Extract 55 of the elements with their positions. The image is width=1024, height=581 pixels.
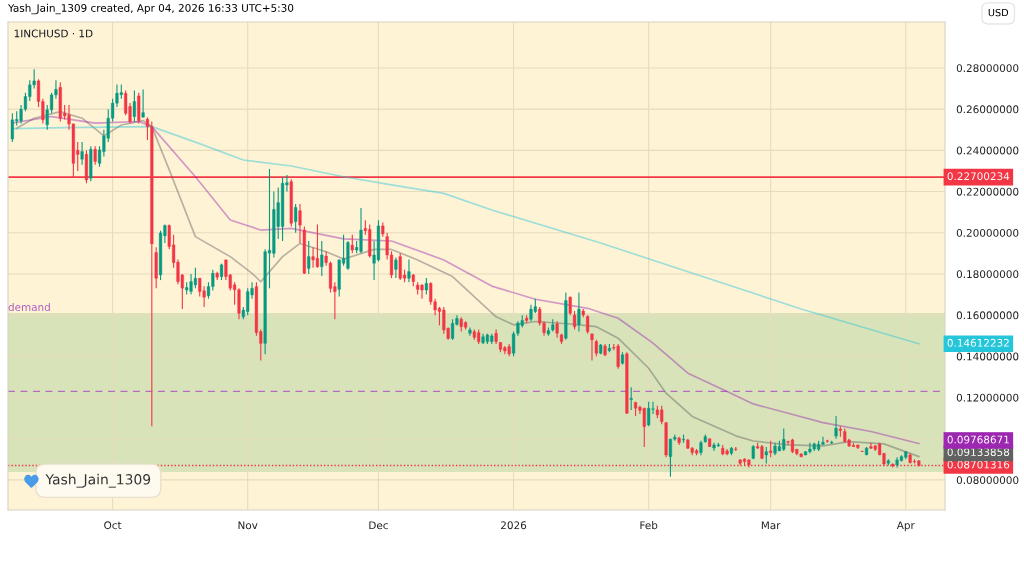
candlestick <box>616 343 620 370</box>
candlestick <box>189 273 193 296</box>
candlestick <box>307 240 311 275</box>
ref-line-label: 0.22700234 <box>947 172 1010 181</box>
candlestick <box>450 318 455 341</box>
x-tick-label: Dec <box>369 521 388 530</box>
y-tick-label: 0.22000000 <box>956 187 1019 196</box>
candlestick <box>642 407 646 448</box>
candlestick <box>407 258 411 283</box>
y-tick-label: 0.26000000 <box>956 105 1019 114</box>
annotation: 0.09768671 <box>947 435 1009 444</box>
candlestick <box>420 283 424 300</box>
x-tick-label: 2026 <box>501 521 527 530</box>
y-tick-label: 0.20000000 <box>956 228 1019 237</box>
candlestick <box>311 246 315 269</box>
x-tick-label: Apr <box>896 521 915 532</box>
candlestick <box>577 291 581 333</box>
text: 1INCHUSD · 1D <box>14 29 93 38</box>
annotation: Yash_Jain_1309 <box>45 473 151 488</box>
annotation: 0.14612232 <box>947 338 1009 347</box>
y-tick-label: 0.08000000 <box>956 476 1019 485</box>
ref-line-label: 0.08701316 <box>947 460 1010 469</box>
candlestick <box>359 207 363 254</box>
candlestick <box>237 287 241 320</box>
candlestick <box>629 386 633 411</box>
text: USD <box>988 8 1009 17</box>
band-label: demand <box>8 302 50 312</box>
x-tick-label: Oct <box>104 521 122 530</box>
candlestick <box>294 203 298 234</box>
y-tick-label: 0.16000000 <box>956 311 1019 320</box>
x-tick-label: Mar <box>761 521 781 530</box>
candlestick <box>394 256 398 279</box>
y-tick-label: 0.12000000 <box>956 393 1019 402</box>
candlestick <box>132 90 136 123</box>
candlestick <box>834 415 838 440</box>
candlestick <box>93 145 97 166</box>
text: Yash_Jain_1309 created, Apr 04, 2026 16:33 UTC+5:30 <box>7 3 294 15</box>
candlestick <box>315 223 319 269</box>
y-tick-label: 0.24000000 <box>956 146 1019 155</box>
annotation: 0.09133858 <box>947 448 1010 456</box>
candlestick <box>586 314 590 335</box>
candlestick <box>573 310 577 331</box>
candlestick <box>808 442 812 454</box>
candlestick <box>590 333 594 362</box>
x-tick-label: Nov <box>238 521 258 530</box>
candlestick <box>821 436 825 446</box>
candlestick <box>141 89 145 118</box>
candlestick <box>80 141 84 166</box>
y-tick-label: 0.18000000 <box>956 270 1019 279</box>
y-tick-label: 0.14000000 <box>956 352 1019 361</box>
candlestick <box>647 401 651 427</box>
x-tick-label: Feb <box>640 521 658 530</box>
candlestick <box>320 240 324 277</box>
y-tick-label: 0.28000000 <box>956 64 1019 73</box>
candlestick <box>350 234 354 254</box>
